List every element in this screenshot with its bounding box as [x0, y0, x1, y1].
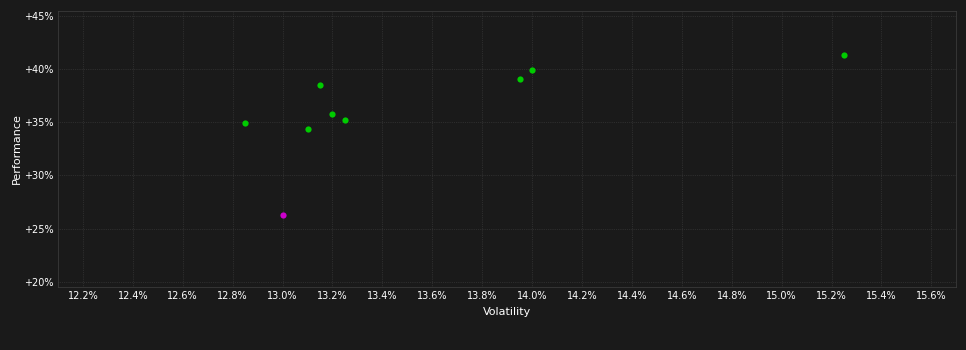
Point	[312, 82, 327, 88]
Point	[274, 212, 290, 217]
Point	[525, 67, 540, 73]
Point	[337, 117, 353, 123]
Point	[238, 120, 253, 126]
Point	[299, 126, 315, 131]
X-axis label: Volatility: Volatility	[483, 307, 531, 317]
Point	[512, 76, 527, 81]
Point	[325, 111, 340, 117]
Point	[837, 52, 852, 58]
Y-axis label: Performance: Performance	[12, 113, 21, 184]
